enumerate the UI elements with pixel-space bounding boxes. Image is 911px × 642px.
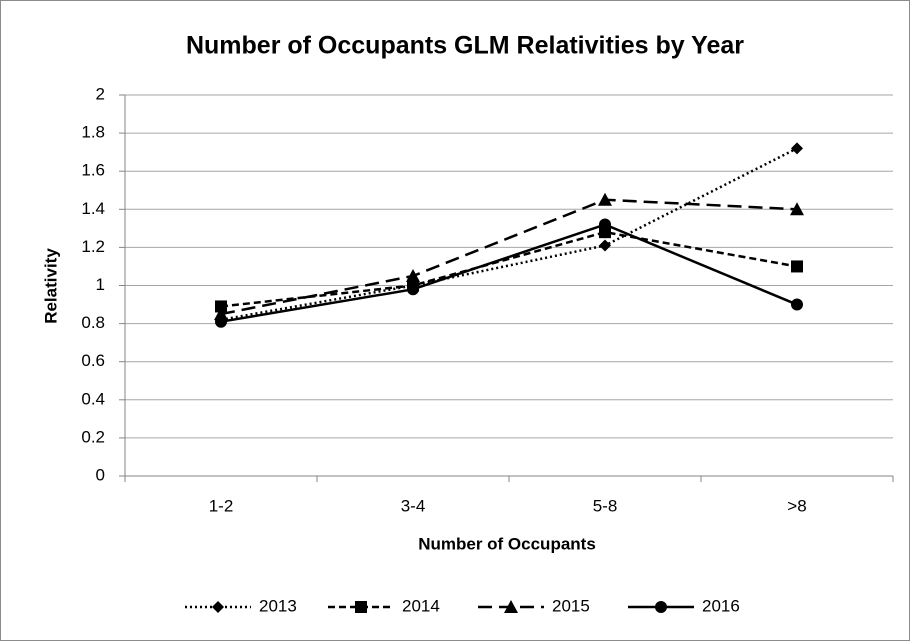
marker [215, 300, 227, 313]
x-tick-label: 5-8 [593, 496, 618, 515]
y-tick-label: 1.6 [81, 161, 105, 180]
legend-label: 2014 [402, 596, 440, 615]
marker [790, 202, 804, 216]
marker [406, 268, 420, 282]
y-tick-label: 0.8 [81, 313, 105, 332]
y-tick-label: 0.6 [81, 351, 105, 370]
marker [655, 601, 667, 613]
y-tick-label: 1.8 [81, 123, 105, 142]
y-tick-label: 0.4 [81, 389, 105, 408]
x-tick-label: 1-2 [209, 496, 234, 515]
marker [599, 239, 611, 252]
legend-label: 2016 [702, 596, 740, 615]
y-tick-label: 1.4 [81, 199, 105, 218]
marker [791, 260, 803, 273]
y-axis-label: Relativity [41, 248, 60, 324]
y-tick-label: 0 [96, 465, 105, 484]
y-tick-label: 2 [96, 84, 105, 103]
x-tick-label: >8 [787, 496, 806, 515]
marker [355, 601, 367, 613]
marker [407, 283, 419, 296]
y-tick-label: 0.2 [81, 427, 105, 446]
chart-title: Number of Occupants GLM Relativities by … [186, 32, 744, 60]
marker [791, 298, 803, 311]
series-line [220, 198, 798, 316]
legend-label: 2013 [259, 596, 297, 615]
marker [599, 218, 611, 231]
marker [598, 192, 612, 206]
marker [215, 315, 227, 328]
series-line [220, 230, 798, 308]
marker [212, 601, 224, 613]
x-tick-label: 3-4 [401, 496, 426, 515]
x-axis-label: Number of Occupants [418, 534, 596, 553]
legend-label: 2015 [552, 596, 590, 615]
y-tick-label: 1.2 [81, 237, 105, 256]
marker [504, 600, 518, 613]
marker [791, 142, 803, 155]
series-line [220, 223, 798, 323]
y-tick-label: 1 [96, 275, 105, 294]
